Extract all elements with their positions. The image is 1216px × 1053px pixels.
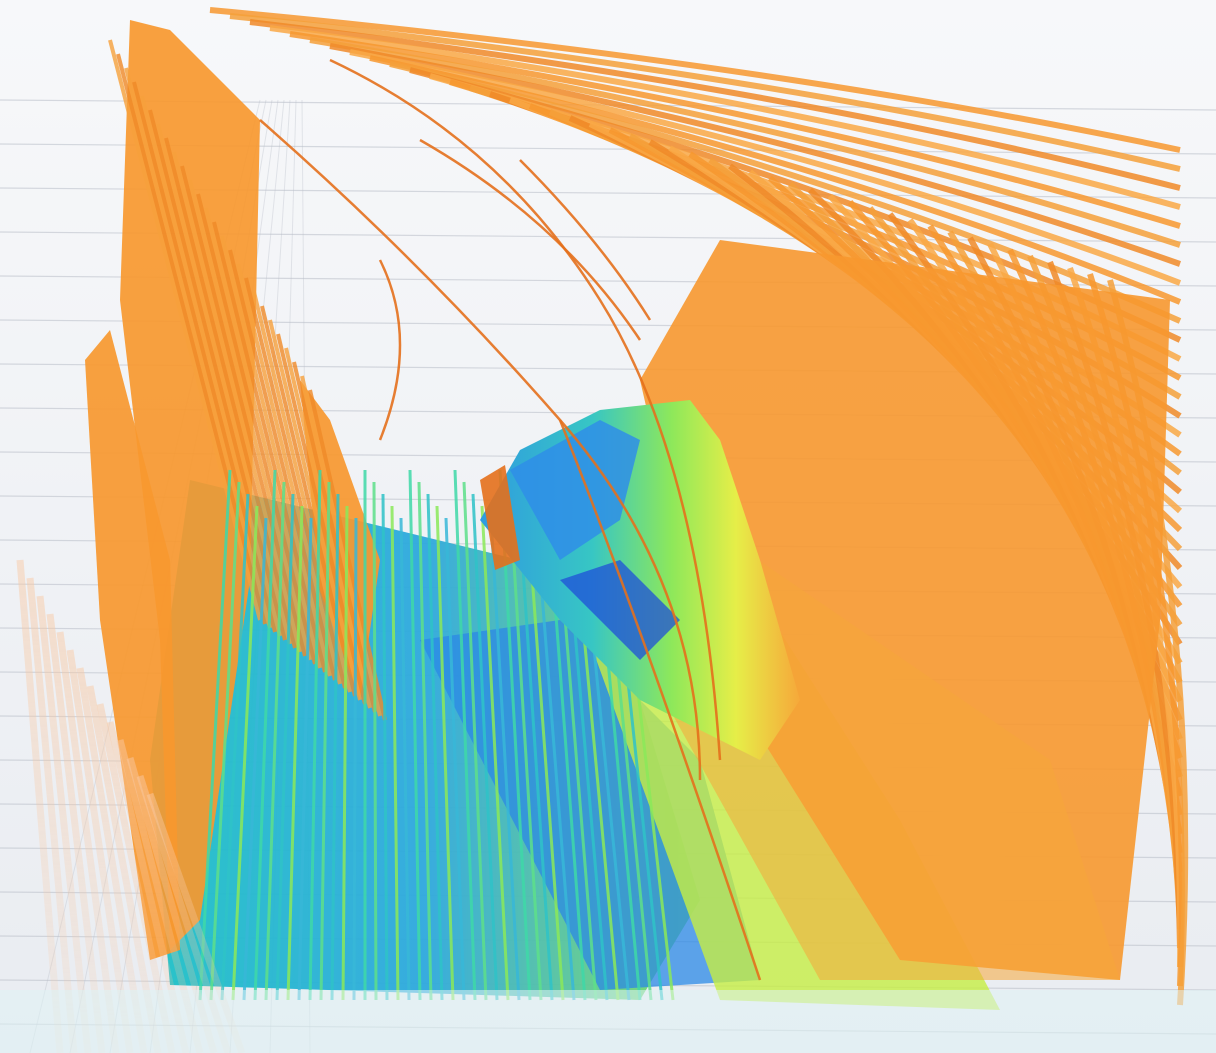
streamline: [212, 221, 327, 673]
faded-stream: [66, 649, 134, 1053]
streamline: [140, 95, 282, 637]
faded-stream: [46, 613, 106, 1053]
faded-stream: [26, 577, 78, 1053]
tracer-line: [378, 259, 402, 441]
streamline: [264, 481, 286, 1001]
streamline: [444, 517, 466, 1001]
streamline: [462, 481, 488, 1001]
streamline: [116, 53, 267, 625]
streamline: [372, 481, 378, 1001]
streamline: [426, 493, 444, 1001]
streamline: [480, 505, 510, 1001]
streamline: [471, 493, 499, 1001]
tracer-lines: [259, 58, 762, 981]
streamline: [349, 49, 1182, 286]
streamline: [399, 517, 411, 1001]
streamline: [516, 493, 554, 1001]
tracer-line: [519, 159, 652, 321]
streamline: [148, 109, 287, 641]
streamline: [309, 37, 1181, 248]
streamline: [352, 517, 358, 1001]
tracer-line: [419, 138, 642, 341]
streamline: [330, 493, 340, 1001]
streamline: [369, 55, 1182, 305]
streamline: [329, 43, 1181, 267]
streamline: [276, 333, 367, 705]
streamline: [231, 505, 259, 1001]
streamline: [132, 81, 277, 633]
faded-stream: [36, 595, 92, 1053]
streamline: [341, 505, 349, 1001]
streamline: [381, 493, 389, 1001]
streamline: [453, 469, 477, 1001]
faded-stream: [76, 667, 148, 1053]
streamline: [489, 517, 521, 1001]
faded-stream: [56, 631, 120, 1053]
streamline: [417, 481, 433, 1001]
streamline: [525, 505, 565, 1001]
car-low-pressure-zone: [560, 560, 680, 660]
streamline: [253, 469, 277, 1001]
streamline: [244, 277, 347, 689]
streamline: [390, 505, 400, 1001]
streamline: [300, 375, 382, 717]
streamline: [180, 165, 307, 657]
streamline: [236, 263, 342, 685]
streamline: [534, 517, 576, 1001]
streamline: [220, 235, 332, 677]
streamline: [297, 517, 313, 1001]
faded-foreground-streams: [0, 559, 1216, 1053]
tracer-line: [329, 58, 722, 761]
car-front-stream: [480, 465, 520, 570]
streamline: [435, 505, 455, 1001]
faded-stream: [16, 559, 64, 1053]
streamline: [275, 493, 295, 1001]
streamline: [108, 39, 262, 621]
streamline: [229, 13, 1181, 172]
streamline: [196, 193, 317, 665]
streamline: [220, 493, 250, 1001]
streamline: [252, 291, 352, 693]
streamline: [292, 361, 377, 713]
streamline: [242, 517, 268, 1001]
floor-haze: [0, 990, 1216, 1053]
streamline: [319, 481, 331, 1001]
streamline: [260, 305, 357, 697]
streamline: [156, 123, 292, 645]
car-body-surface: [480, 400, 800, 760]
streamline: [209, 481, 241, 1001]
streamline: [408, 469, 422, 1001]
streamline: [198, 469, 232, 1001]
car-cabin: [510, 420, 640, 560]
streamline: [164, 137, 297, 649]
streamline: [249, 19, 1181, 191]
streamline: [269, 25, 1181, 210]
streamlines: [85, 7, 1189, 1006]
streamline: [308, 469, 322, 1001]
tracer-line: [558, 419, 762, 981]
streamline: [172, 151, 302, 653]
streamline: [209, 7, 1181, 153]
streamline: [507, 481, 543, 1001]
streamline: [286, 505, 304, 1001]
streamline: [289, 31, 1181, 229]
